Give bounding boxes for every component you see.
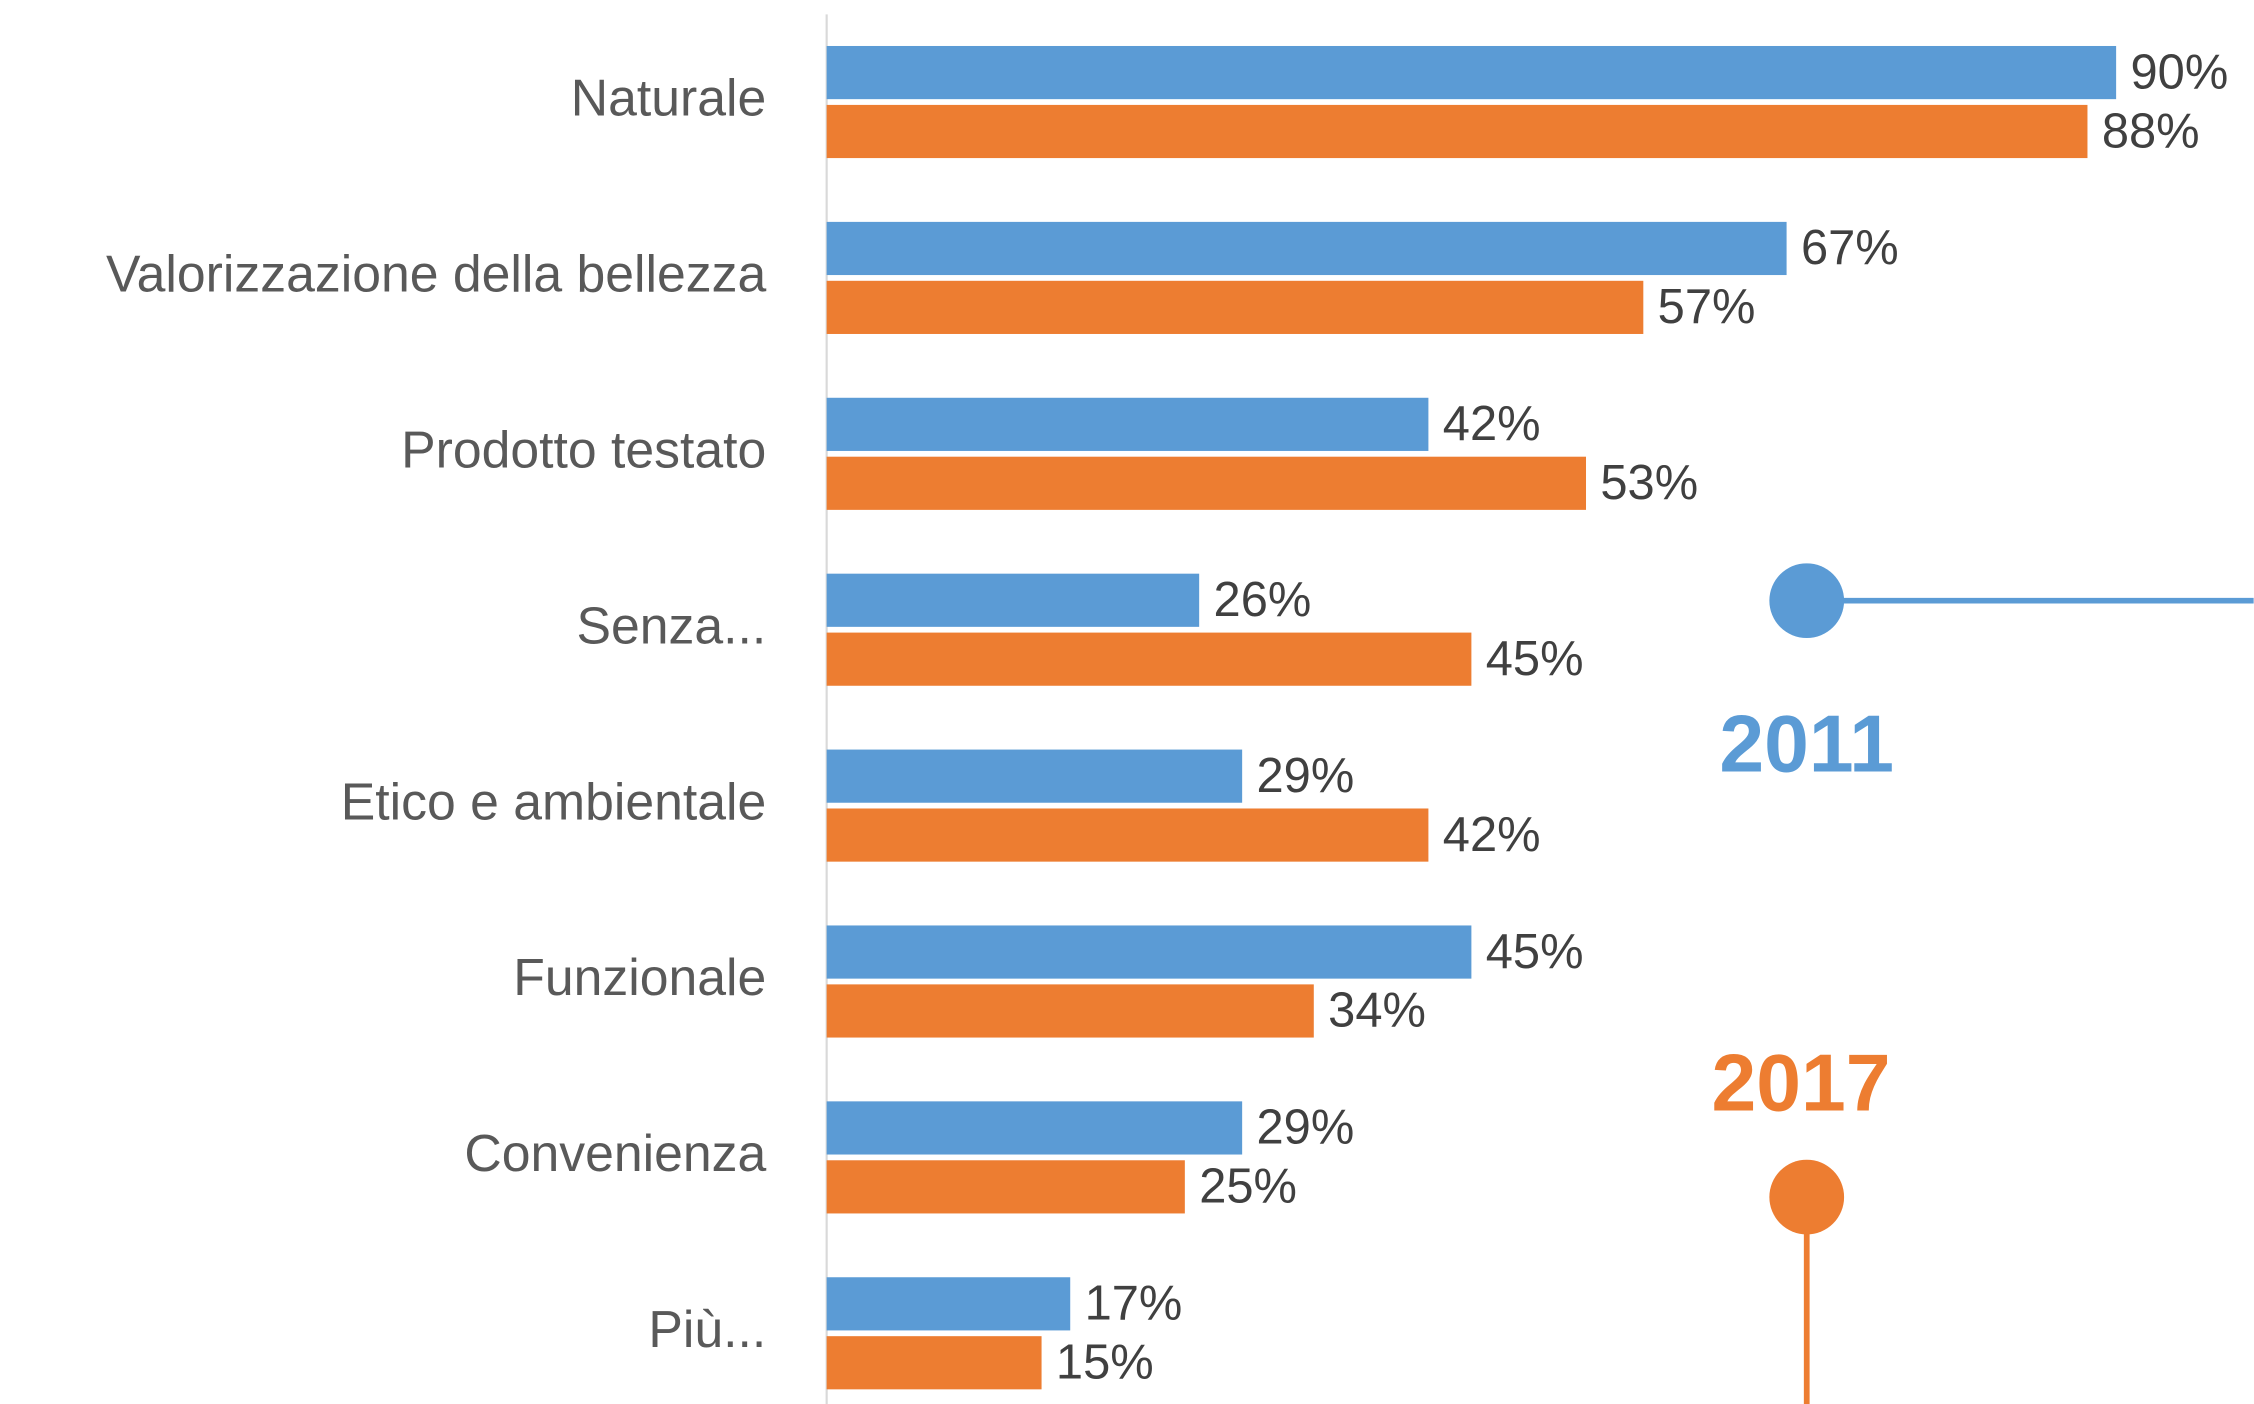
data-label: 88%	[2102, 104, 2200, 158]
data-label: 42%	[1443, 808, 1541, 862]
legend-label: 2011	[1719, 699, 1894, 789]
bar	[826, 1277, 1071, 1331]
legend: 2011 2017	[1711, 563, 2254, 1404]
bar	[826, 45, 2117, 100]
legend-label: 2017	[1711, 1039, 1890, 1129]
bar	[826, 456, 1587, 510]
category-label: Convenienza	[464, 1124, 766, 1182]
data-label: 45%	[1486, 925, 1584, 979]
bar	[826, 984, 1314, 1038]
legend-marker	[1769, 1159, 1845, 1235]
data-label: 15%	[1056, 1336, 1154, 1390]
data-label: 34%	[1328, 984, 1426, 1038]
category-label: Valorizzazione della bellezza	[106, 245, 767, 303]
bar	[826, 573, 1200, 627]
category-label: Più...	[648, 1300, 766, 1358]
category-label: Funzionale	[513, 948, 766, 1006]
bar	[826, 749, 1243, 803]
bar	[826, 1160, 1185, 1214]
data-label: 57%	[1658, 280, 1756, 334]
bar	[826, 632, 1472, 686]
bar	[826, 221, 1787, 276]
category-label: Prodotto testato	[401, 420, 766, 478]
bar	[826, 1336, 1042, 1390]
data-label: 29%	[1257, 749, 1355, 803]
data-label: 29%	[1257, 1101, 1355, 1155]
data-label: 67%	[1801, 221, 1899, 275]
data-label: 25%	[1199, 1160, 1297, 1214]
legend-marker	[1769, 563, 1845, 639]
data-label: 53%	[1600, 456, 1698, 510]
bar	[826, 104, 2088, 159]
category-label: Naturale	[571, 69, 767, 127]
bar	[826, 925, 1472, 979]
data-label: 26%	[1214, 573, 1312, 627]
category-label: Senza...	[577, 596, 767, 654]
data-label: 17%	[1085, 1277, 1183, 1331]
data-label: 45%	[1486, 632, 1584, 686]
data-label: 90%	[2130, 45, 2228, 99]
data-label: 42%	[1443, 397, 1541, 451]
bar	[826, 280, 1644, 334]
category-label: Etico e ambientale	[341, 772, 767, 830]
bar	[826, 397, 1429, 451]
bar	[826, 808, 1429, 862]
bar	[826, 1101, 1243, 1155]
